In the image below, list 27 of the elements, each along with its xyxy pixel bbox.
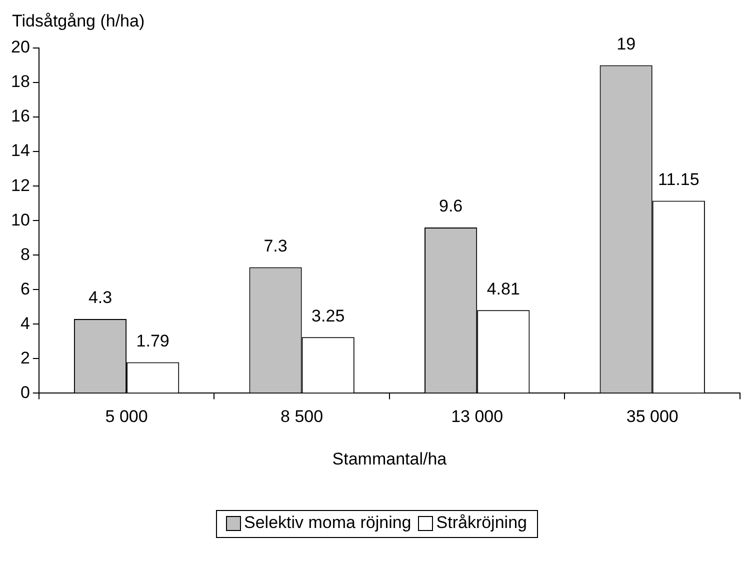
y-tick-label: 12 [10, 176, 30, 195]
legend-label: Selektiv moma röjning [244, 513, 412, 533]
y-tick-label: 16 [10, 106, 30, 126]
data-label: 4.81 [486, 279, 520, 298]
y-tick-label: 20 [10, 38, 30, 57]
data-label: 4.3 [88, 288, 112, 308]
y-tick-label: 10 [10, 210, 30, 230]
y-tick-label: 8 [20, 244, 30, 264]
x-tick-label: 13 000 [451, 407, 504, 426]
x-tick-label: 35 000 [626, 407, 678, 426]
y-tick-label: 6 [20, 279, 30, 298]
legend-label: Stråkröjning [436, 513, 527, 533]
y-axis-title: Tidsåtgång (h/ha) [12, 12, 145, 31]
x-tick-label: 8 500 [280, 407, 324, 426]
y-tick-label: 2 [20, 348, 30, 368]
x-tick-label: 5 000 [105, 407, 148, 426]
data-label: 9.6 [438, 196, 463, 216]
y-tick-label: 0 [20, 382, 30, 402]
x-axis-title: Stammantal/ha [332, 449, 448, 468]
y-tick-label: 4 [20, 314, 30, 333]
data-label: 7.3 [264, 236, 288, 256]
data-label: 3.25 [312, 306, 345, 326]
data-label: 11.15 [658, 170, 700, 189]
data-label: 1.79 [136, 331, 170, 350]
y-tick-label: 18 [10, 72, 30, 92]
y-tick-label: 14 [10, 141, 30, 160]
data-label: 19 [616, 34, 636, 54]
